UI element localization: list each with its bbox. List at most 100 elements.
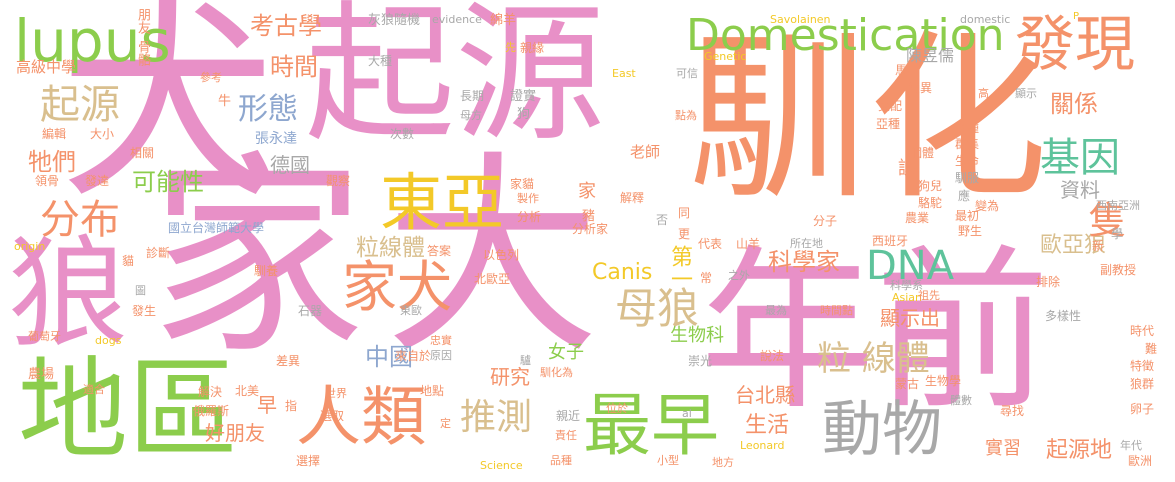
word: 體數 — [950, 394, 972, 407]
word: 骨骼 — [135, 40, 150, 67]
word: 高級中學 — [16, 58, 77, 76]
word: 發生 — [132, 304, 157, 318]
word: 差異 — [276, 354, 301, 368]
word: 隨機 — [394, 13, 421, 28]
word: 代表 — [698, 237, 723, 251]
word: 歐亞狼 — [1040, 233, 1107, 258]
word: 地區 — [18, 346, 238, 474]
word: 朋友 — [135, 8, 150, 35]
word: 特徵 — [1130, 359, 1155, 373]
word: 解決 — [198, 385, 223, 399]
word: 狗兒 — [918, 179, 943, 193]
word: 狼群 — [1130, 377, 1155, 391]
word: 先 — [505, 41, 516, 54]
word: 群集 — [955, 137, 980, 151]
word: 常 — [700, 271, 713, 285]
word: 變異 — [908, 81, 933, 95]
word: 馴化為 — [540, 366, 573, 379]
word: 科學系 — [890, 279, 923, 292]
word: 生物學 — [925, 374, 962, 388]
word: 最早 — [583, 387, 720, 466]
word: Asian — [892, 291, 923, 304]
word: 德國 — [270, 153, 310, 177]
word: 實習 — [985, 438, 1021, 459]
word: 觀察 — [326, 174, 351, 188]
word: 馬 — [895, 63, 908, 77]
word: 學 — [1111, 227, 1124, 241]
word: 品種 — [550, 454, 572, 467]
word: 農場 — [28, 367, 55, 382]
word: 母方 — [460, 109, 482, 122]
word: 犬 — [60, 0, 275, 228]
word: 時代 — [1130, 324, 1155, 338]
word: 國立台灣師範大學 — [168, 221, 265, 235]
word: 馴服 — [955, 171, 980, 185]
word: 驢 — [520, 354, 531, 367]
word: Canis — [592, 260, 653, 285]
word: P — [1073, 11, 1080, 22]
word: 所在地 — [790, 237, 823, 250]
word: 大種 — [368, 54, 393, 68]
word: 生命 — [955, 154, 980, 168]
word: 崇光 — [688, 354, 713, 368]
word: 可信 — [676, 67, 698, 80]
word: 貓 — [122, 254, 135, 268]
word: 形態 — [238, 92, 298, 127]
word: 編輯 — [42, 127, 67, 141]
word: 亞種 — [876, 117, 901, 131]
word: 診斷 — [146, 246, 171, 260]
word: 家犬 — [342, 255, 453, 319]
word: 圖 — [135, 284, 146, 297]
word: 相關 — [130, 146, 155, 160]
word: 推測 — [460, 397, 533, 438]
word: 說法 — [760, 349, 785, 363]
word: 否 — [656, 213, 669, 227]
word: 變為 — [975, 199, 1000, 213]
word: evidence — [432, 13, 482, 26]
word: 年代 — [1120, 439, 1142, 452]
word: Leonard — [740, 439, 785, 452]
word: 點為 — [675, 109, 697, 122]
word: 粒 線體 — [817, 339, 930, 379]
word: 人類 — [296, 380, 427, 455]
word: 交配 — [878, 99, 903, 113]
word: 尋找 — [1000, 404, 1025, 418]
word: 狗 — [517, 107, 531, 122]
word: 責任 — [555, 429, 577, 442]
word: 駱駝 — [918, 196, 943, 210]
word: 大小 — [90, 127, 115, 141]
word: 分析 — [517, 210, 542, 224]
word: 老師 — [630, 143, 661, 161]
word: 分子 — [813, 214, 838, 228]
word: 灰狼 — [368, 13, 395, 28]
word: 早 — [257, 393, 277, 417]
word: dogs — [95, 334, 122, 347]
word: 指 — [285, 399, 298, 413]
word: 更 — [678, 227, 691, 241]
word: 家 — [150, 132, 365, 383]
word: 葡萄牙 — [28, 330, 61, 343]
word: 石器 — [298, 304, 323, 318]
word: DNA — [866, 243, 955, 289]
word: 難 — [1145, 342, 1158, 356]
word: 生活 — [745, 413, 790, 438]
word: 時間 — [270, 53, 318, 81]
word: 地方 — [712, 456, 734, 469]
word: 資料 — [1060, 178, 1100, 202]
word: 科學家 — [768, 248, 840, 276]
word: Genetic — [704, 50, 747, 63]
word: 顯示 — [1015, 87, 1037, 100]
word: 豬 — [582, 209, 596, 224]
word: 多樣性 — [1045, 309, 1082, 323]
word: 動物 — [822, 395, 942, 465]
word: 選取 — [320, 409, 345, 423]
word: 第一 — [667, 245, 692, 290]
word: 台北縣 — [735, 383, 795, 407]
word: 北歐亞 — [474, 272, 511, 286]
word: 大 — [385, 132, 600, 383]
word: 起源地 — [1046, 438, 1113, 463]
word: 最為 — [765, 304, 787, 317]
word: 領骨 — [35, 174, 60, 188]
word: origin — [14, 240, 46, 253]
